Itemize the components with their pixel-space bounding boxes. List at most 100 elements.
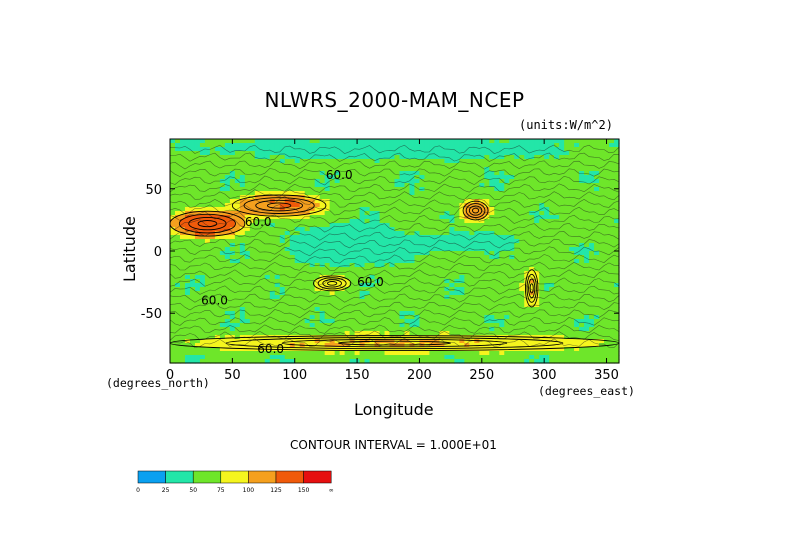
field-cell (324, 359, 331, 364)
field-cell (239, 259, 246, 264)
field-cell (334, 243, 341, 248)
field-cell (319, 319, 326, 324)
field-cell (494, 223, 500, 228)
field-cell (449, 139, 455, 144)
field-cell (279, 215, 286, 220)
field-cell (319, 335, 326, 340)
field-cell (604, 299, 610, 304)
field-cell (489, 223, 495, 228)
field-cell (504, 171, 510, 176)
field-cell (394, 183, 401, 188)
field-cell (499, 239, 505, 244)
field-cell (424, 287, 431, 292)
field-cell (504, 143, 510, 148)
field-cell (429, 215, 436, 220)
field-cell (264, 275, 271, 280)
field-cell (414, 283, 421, 288)
field-cell (269, 263, 276, 268)
field-cell (209, 267, 216, 272)
field-cell (504, 211, 510, 216)
field-cell (394, 259, 401, 264)
field-cell (434, 139, 440, 144)
field-cell (209, 139, 216, 144)
field-cell (344, 219, 351, 224)
field-cell (239, 163, 246, 168)
field-cell (289, 299, 296, 304)
field-cell (534, 163, 540, 168)
field-cell (269, 247, 276, 252)
field-cell (564, 315, 570, 320)
field-cell (179, 331, 186, 336)
field-cell (314, 183, 321, 188)
field-cell (454, 155, 460, 160)
field-cell (234, 163, 241, 168)
field-cell (364, 351, 371, 356)
field-cell (289, 167, 296, 172)
field-cell (244, 219, 251, 224)
field-cell (429, 299, 436, 304)
field-cell (344, 259, 351, 264)
field-cell (394, 299, 401, 304)
field-cell (234, 187, 241, 192)
field-cell (184, 315, 191, 320)
field-cell (379, 167, 386, 172)
field-cell (584, 295, 590, 300)
field-cell (594, 179, 600, 184)
field-cell (214, 359, 221, 364)
field-cell (404, 295, 411, 300)
field-cell (449, 347, 455, 352)
field-cell (284, 327, 291, 332)
field-cell (329, 259, 336, 264)
field-cell (439, 167, 445, 172)
field-cell (514, 355, 520, 360)
field-cell (444, 203, 450, 208)
field-cell (444, 271, 450, 276)
field-cell (569, 219, 575, 224)
field-cell (299, 183, 306, 188)
field-cell (179, 359, 186, 364)
field-cell (554, 343, 560, 348)
field-cell (379, 331, 386, 336)
field-cell (324, 163, 331, 168)
field-cell (534, 143, 540, 148)
field-cell (364, 231, 371, 236)
field-cell (459, 155, 465, 160)
field-cell (514, 231, 520, 236)
field-cell (174, 299, 181, 304)
field-cell (294, 159, 301, 164)
field-cell (344, 243, 351, 248)
field-cell (224, 247, 231, 252)
field-cell (419, 263, 426, 268)
field-cell (434, 207, 440, 212)
field-cell (499, 267, 505, 272)
field-cell (374, 207, 381, 212)
field-cell (549, 327, 555, 332)
field-cell (554, 267, 560, 272)
field-cell (439, 147, 445, 152)
field-cell (459, 311, 465, 316)
field-cell (349, 155, 356, 160)
field-cell (504, 255, 510, 260)
field-cell (439, 195, 445, 200)
field-cell (389, 191, 396, 196)
field-cell (404, 215, 411, 220)
field-cell (229, 219, 236, 224)
field-cell (359, 239, 366, 244)
field-cell (194, 299, 201, 304)
field-cell (339, 355, 346, 360)
field-cell (219, 215, 226, 220)
field-cell (504, 159, 510, 164)
field-cell (249, 319, 256, 324)
field-cell (209, 251, 216, 256)
field-cell (439, 343, 445, 348)
field-cell (589, 235, 595, 240)
field-cell (579, 299, 585, 304)
field-cell (219, 207, 226, 212)
field-cell (304, 187, 311, 192)
field-cell (399, 231, 406, 236)
field-cell (249, 159, 256, 164)
field-cell (444, 159, 450, 164)
field-cell (429, 263, 436, 268)
field-cell (219, 239, 226, 244)
field-cell (614, 347, 620, 352)
